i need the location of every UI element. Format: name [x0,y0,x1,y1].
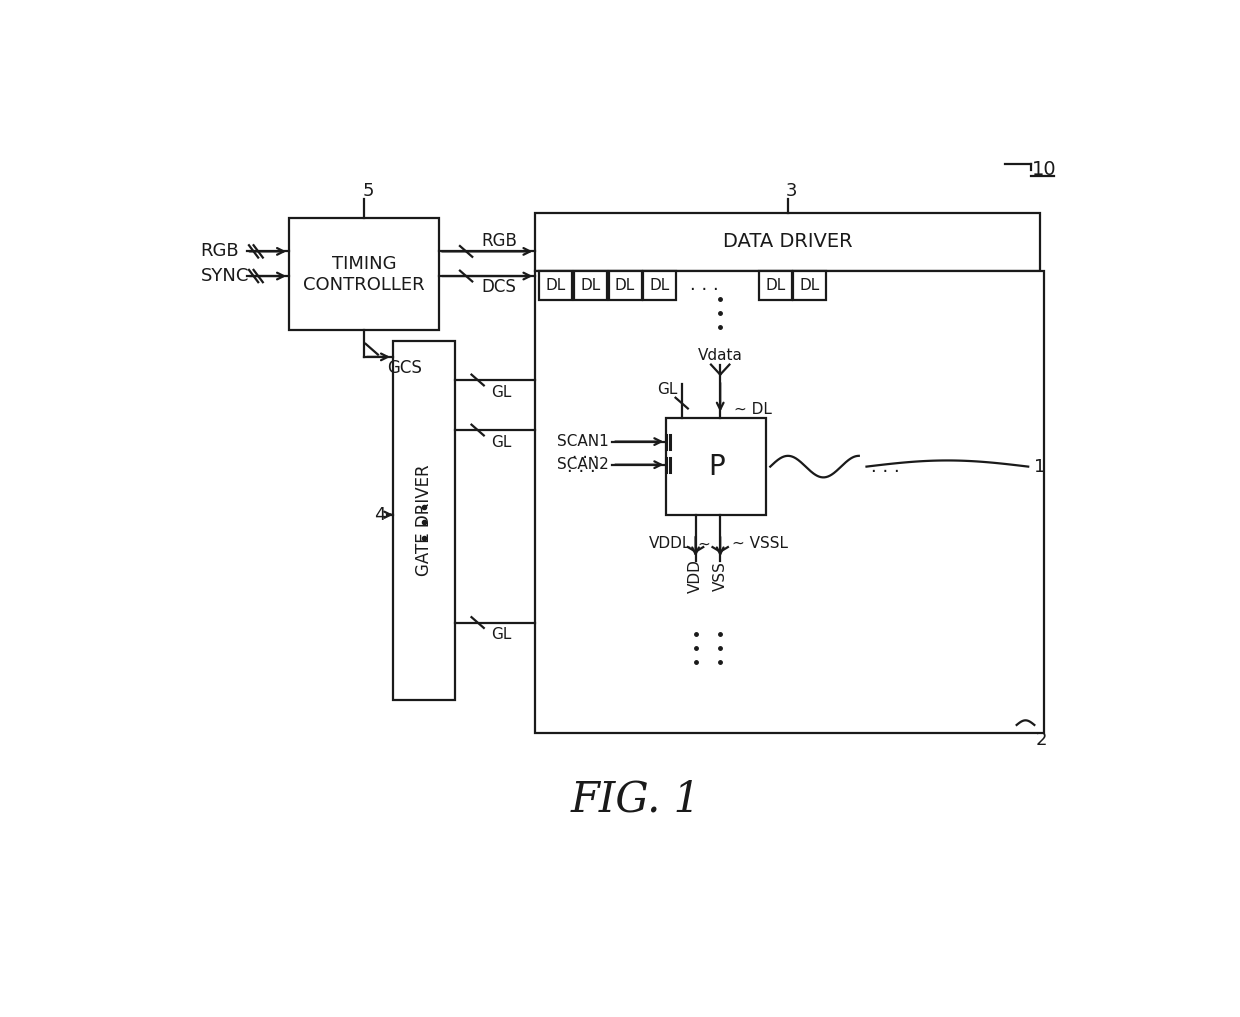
Text: 1: 1 [1034,458,1045,476]
Text: DL: DL [650,278,670,293]
Bar [794,271,826,300]
Text: 3: 3 [786,182,797,200]
Text: . . .: . . . [573,444,599,462]
Text: ~: ~ [698,537,711,551]
Text: SCAN1: SCAN1 [557,434,609,450]
Text: 4: 4 [373,505,386,524]
Text: DL: DL [800,278,820,293]
Bar [644,271,676,300]
Text: Vdata: Vdata [698,348,743,363]
Text: DL: DL [615,278,635,293]
Text: DL: DL [765,278,785,293]
Text: RGB: RGB [201,242,239,260]
Text: VDDL: VDDL [650,537,692,551]
Text: DL: DL [546,278,565,293]
Text: . . .: . . . [567,458,596,476]
Text: 2: 2 [1035,731,1048,750]
Text: DATA DRIVER: DATA DRIVER [723,232,852,251]
Text: FIG. 1: FIG. 1 [570,779,701,821]
Text: SYNC: SYNC [201,267,249,285]
Text: DL: DL [580,278,600,293]
Text: . . .: . . . [691,277,719,294]
Bar [539,271,573,300]
Text: SCAN2: SCAN2 [557,458,609,472]
Text: GL: GL [657,382,678,398]
Bar [289,219,439,330]
Text: VDD: VDD [688,559,703,593]
Text: DCS: DCS [481,278,516,296]
Bar [759,271,792,300]
Text: P: P [708,453,724,481]
Text: GATE DRIVER: GATE DRIVER [414,465,433,577]
Bar [609,271,641,300]
Text: GL: GL [491,384,512,400]
Text: ~ DL: ~ DL [734,402,773,417]
Text: 5: 5 [362,182,373,200]
Text: GCS: GCS [387,359,422,377]
Text: ~ VSSL: ~ VSSL [732,537,787,551]
Text: GL: GL [491,627,512,643]
Bar [393,342,455,700]
Bar [666,418,766,515]
Text: VSS: VSS [713,561,728,591]
Text: . . .: . . . [872,458,900,476]
Bar [574,271,608,300]
Text: 10: 10 [1032,161,1056,179]
Text: RGB: RGB [481,232,517,249]
Bar [536,271,1044,732]
Text: TIMING
CONTROLLER: TIMING CONTROLLER [304,254,425,294]
Bar [536,213,1040,271]
Text: GL: GL [491,435,512,450]
